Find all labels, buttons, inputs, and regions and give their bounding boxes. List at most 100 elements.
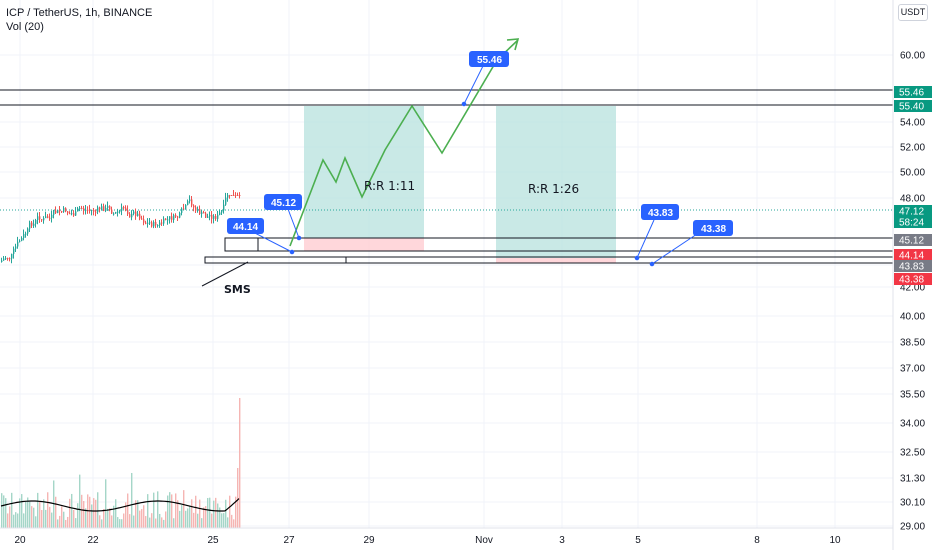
volume-bar (107, 508, 109, 528)
volume-indicator-label[interactable]: Vol (20) (6, 21, 44, 33)
volume-bar (73, 509, 75, 528)
volume-bar (27, 497, 29, 528)
candlestick-series (1, 190, 241, 264)
price-tag: 55.46 (894, 86, 932, 99)
candle-body (51, 214, 53, 218)
price-tick-label: 30.10 (900, 498, 925, 509)
volume-bar (85, 508, 87, 528)
time-tick-label: 25 (207, 535, 219, 546)
candle-body (71, 213, 73, 215)
rr-label-1: R:R 1:11 (364, 179, 415, 193)
volume-bar (61, 506, 63, 528)
volume-bar (131, 472, 133, 528)
candle-body (99, 207, 101, 210)
candle-body (31, 222, 33, 226)
candle-body (197, 208, 199, 211)
volume-bar (71, 493, 73, 528)
volume-bar (127, 493, 129, 528)
volume-bar (223, 513, 225, 528)
candle-body (1, 260, 3, 262)
resistance-levels[interactable] (0, 89, 893, 106)
target-zone-2[interactable] (496, 106, 616, 258)
price-tag: 55.40 (894, 100, 932, 113)
candle-body (153, 221, 155, 227)
candle-body (105, 207, 107, 211)
volume-bar (9, 506, 11, 528)
volume-bar (239, 398, 241, 528)
volume-bar (109, 508, 111, 528)
stop-zone-2[interactable] (496, 258, 616, 263)
price-tag: 44.14 (894, 249, 932, 262)
volume-bar (67, 516, 69, 528)
candle-body (13, 248, 15, 254)
candle-body (107, 206, 109, 208)
volume-bar (175, 493, 177, 528)
volume-bar (151, 513, 153, 528)
volume-bar (171, 494, 173, 528)
candle-body (137, 213, 139, 216)
volume-bar (5, 498, 7, 528)
candle-body (61, 211, 63, 213)
candle-body (145, 222, 147, 224)
volume-bar (51, 512, 53, 528)
volume-bar (47, 492, 49, 528)
stop-zone-1[interactable] (304, 238, 424, 251)
volume-bar (17, 513, 19, 528)
volume-bar (115, 499, 117, 528)
volume-bar (103, 509, 105, 528)
candle-body (39, 216, 41, 220)
price-tag: 43.83 (894, 260, 932, 273)
callout-44-14[interactable]: 44.14 (227, 218, 264, 234)
price-tick-label: 40.00 (900, 312, 925, 323)
projected-price-path[interactable] (289, 39, 519, 247)
price-tick-label: 32.50 (900, 448, 925, 459)
volume-bar (121, 519, 123, 528)
volume-bar (69, 498, 71, 528)
candle-body (93, 209, 95, 212)
volume-bar (113, 505, 115, 528)
price-axis[interactable]: 60.0054.0052.0050.0048.0044.0042.0040.00… (900, 51, 925, 533)
candle-body (163, 218, 165, 224)
volume-bar (29, 501, 31, 528)
volume-bar (117, 517, 119, 528)
time-tick-label: 29 (363, 535, 375, 546)
volume-bar (203, 507, 205, 528)
volume-bar (19, 498, 21, 528)
svg-text:43.38: 43.38 (701, 224, 726, 235)
callout-45-12[interactable]: 45.12 (264, 194, 302, 210)
volume-bar (83, 501, 85, 528)
volume-bar (43, 499, 45, 528)
callout-43-38[interactable]: 43.38 (693, 220, 733, 236)
callout-43-83[interactable]: 43.83 (641, 204, 679, 220)
svg-text:55.40: 55.40 (899, 102, 924, 113)
candle-body (223, 204, 225, 211)
volume-bar (211, 513, 213, 528)
candle-body (191, 199, 193, 206)
target-zone-1[interactable] (304, 106, 424, 238)
svg-text:45.12: 45.12 (271, 198, 296, 209)
callout-55-46[interactable]: 55.46 (469, 51, 509, 67)
candle-body (211, 214, 213, 219)
candle-body (139, 213, 141, 219)
time-axis[interactable]: 20 22 25 27 29 Nov 3 5 8 10 (14, 535, 841, 546)
candle-body (5, 258, 7, 260)
volume-bar (159, 513, 161, 528)
volume-bar (63, 511, 65, 528)
candle-body (97, 207, 99, 212)
candle-body (41, 219, 43, 221)
candle-body (147, 222, 149, 224)
candle-body (179, 212, 181, 218)
volume-bar (177, 500, 179, 528)
volume-bar (97, 492, 99, 528)
volume-bar (137, 500, 139, 528)
candle-body (229, 195, 231, 196)
candle-body (113, 213, 115, 215)
currency-button[interactable]: USDT (898, 4, 928, 21)
symbol-title[interactable]: ICP / TetherUS, 1h, BINANCE (6, 7, 153, 19)
sms-trendline[interactable] (201, 261, 249, 287)
svg-text:55.46: 55.46 (899, 88, 924, 99)
candle-body (37, 216, 39, 221)
candle-body (185, 204, 187, 209)
